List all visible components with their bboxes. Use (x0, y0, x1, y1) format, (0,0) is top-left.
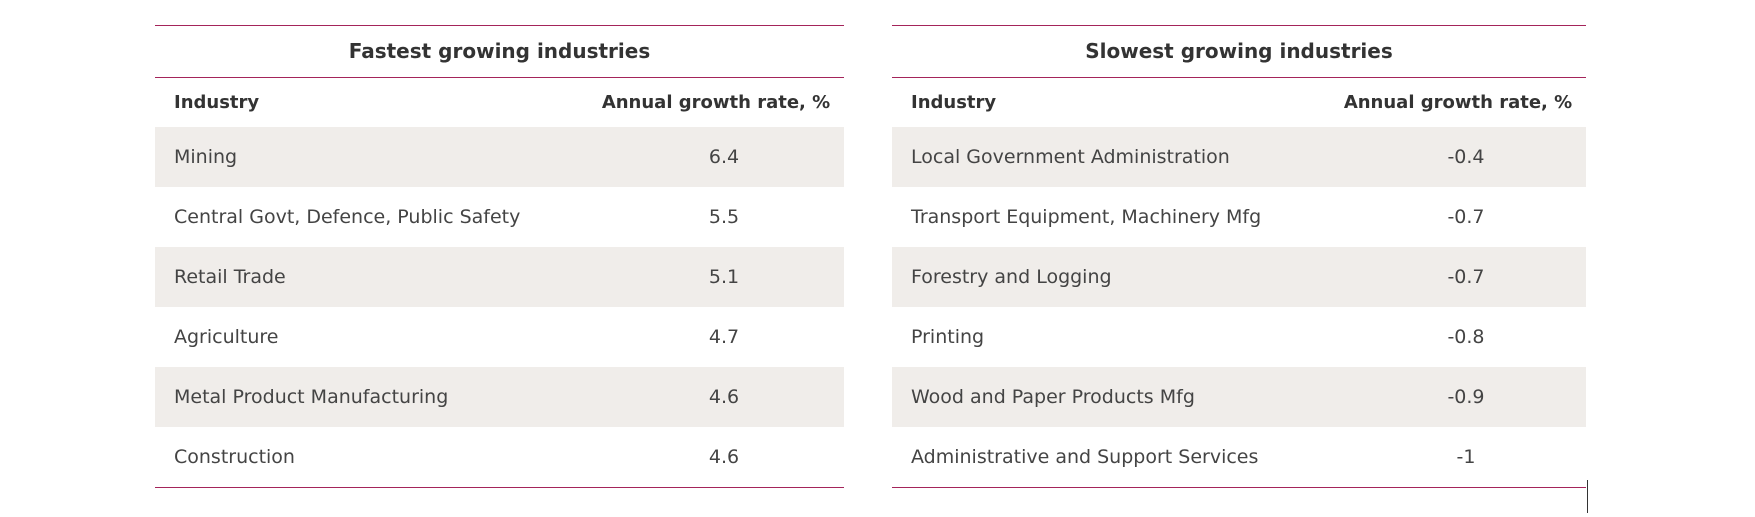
column-header-row: Industry Annual growth rate, % (155, 78, 844, 127)
table-row: Local Government Administration -0.4 (892, 127, 1586, 187)
table-row: Mining 6.4 (155, 127, 844, 187)
table-row: Printing -0.8 (892, 307, 1586, 367)
industry-cell: Agriculture (174, 326, 279, 348)
table-row: Construction 4.6 (155, 427, 844, 487)
industry-cell: Construction (174, 446, 295, 468)
industry-cell: Central Govt, Defence, Public Safety (174, 206, 521, 228)
rate-cell: 4.7 (708, 326, 740, 348)
table-title: Fastest growing industries (348, 39, 651, 63)
rate-cell: -0.7 (1447, 206, 1485, 228)
industry-cell: Forestry and Logging (911, 266, 1112, 288)
industry-cell: Printing (911, 326, 985, 348)
rate-cell: 4.6 (708, 446, 740, 468)
rate-cell: -1 (1456, 446, 1476, 468)
industry-column-header: Industry (911, 92, 997, 113)
rate-cell: -0.8 (1447, 326, 1485, 348)
industry-cell: Local Government Administration (911, 146, 1230, 168)
industry-cell: Mining (174, 146, 238, 168)
bottom-rule (892, 487, 1586, 488)
rate-cell: 5.5 (708, 206, 740, 228)
industry-cell: Wood and Paper Products Mfg (911, 386, 1195, 408)
table-title: Slowest growing industries (1085, 39, 1393, 63)
top-rule (155, 25, 844, 26)
table-row: Wood and Paper Products Mfg -0.9 (892, 367, 1586, 427)
rate-cell: 4.6 (708, 386, 740, 408)
table-row: Agriculture 4.7 (155, 307, 844, 367)
table-row: Central Govt, Defence, Public Safety 5.5 (155, 187, 844, 247)
column-header-row: Industry Annual growth rate, % (892, 78, 1586, 127)
industry-cell: Administrative and Support Services (911, 446, 1259, 468)
top-rule (892, 25, 1586, 26)
text-cursor (1587, 480, 1588, 513)
table-row: Retail Trade 5.1 (155, 247, 844, 307)
table-row: Transport Equipment, Machinery Mfg -0.7 (892, 187, 1586, 247)
rate-column-header: Annual growth rate, % (601, 92, 831, 113)
industry-column-header: Industry (174, 92, 260, 113)
industry-cell: Metal Product Manufacturing (174, 386, 449, 408)
fastest-growing-table: Fastest growing industries Industry Annu… (155, 25, 844, 488)
rate-cell: 5.1 (708, 266, 740, 288)
header-rule (155, 77, 844, 78)
rate-column-header: Annual growth rate, % (1343, 92, 1573, 113)
industry-cell: Retail Trade (174, 266, 286, 288)
bottom-rule (155, 487, 844, 488)
table-row: Metal Product Manufacturing 4.6 (155, 367, 844, 427)
rate-cell: -0.7 (1447, 266, 1485, 288)
header-rule (892, 77, 1586, 78)
rate-cell: -0.9 (1447, 386, 1485, 408)
slowest-growing-table: Slowest growing industries Industry Annu… (892, 25, 1586, 488)
table-row: Forestry and Logging -0.7 (892, 247, 1586, 307)
rate-cell: -0.4 (1447, 146, 1485, 168)
industry-cell: Transport Equipment, Machinery Mfg (911, 206, 1262, 228)
rate-cell: 6.4 (708, 146, 740, 168)
table-row: Administrative and Support Services -1 (892, 427, 1586, 487)
